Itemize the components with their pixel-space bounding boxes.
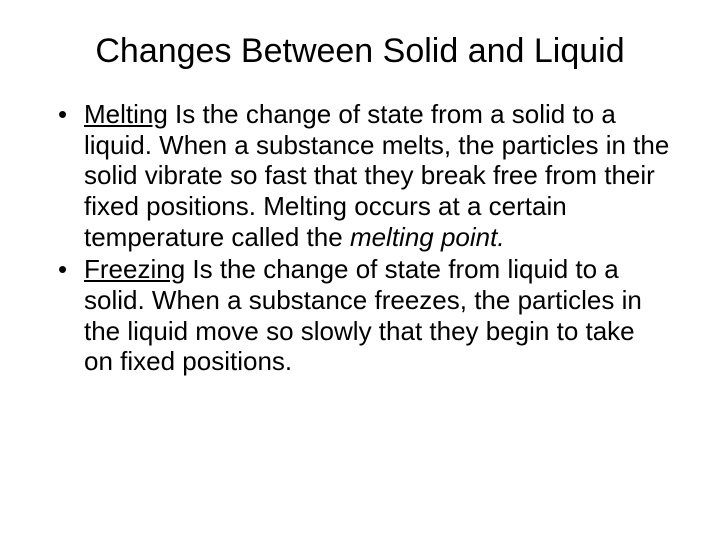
slide: Changes Between Solid and Liquid Melting…: [0, 0, 720, 540]
term-freezing: Freezing: [84, 254, 185, 284]
italic-term: melting point.: [350, 222, 505, 252]
term-melting: Melting: [84, 99, 168, 129]
list-item: Melting Is the change of state from a so…: [58, 99, 670, 252]
slide-title: Changes Between Solid and Liquid: [30, 32, 690, 71]
bullet-list: Melting Is the change of state from a so…: [30, 99, 690, 377]
list-item: Freezing Is the change of state from liq…: [58, 254, 670, 377]
